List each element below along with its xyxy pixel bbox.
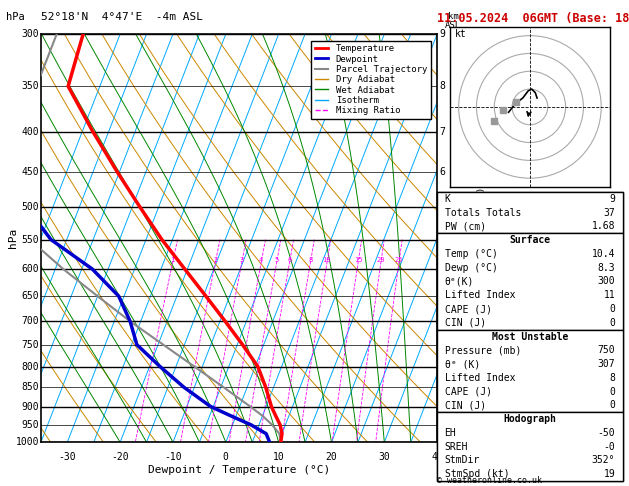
Text: 10.4: 10.4	[592, 249, 615, 259]
FancyBboxPatch shape	[437, 412, 623, 481]
Text: 8: 8	[308, 258, 313, 263]
Text: Dewpoint / Temperature (°C): Dewpoint / Temperature (°C)	[148, 465, 330, 475]
Text: 307: 307	[598, 359, 615, 369]
Text: Mixing Ratio (g/kg): Mixing Ratio (g/kg)	[477, 187, 486, 289]
Text: 1.68: 1.68	[592, 222, 615, 231]
Text: hPa: hPa	[8, 228, 18, 248]
Text: 4: 4	[259, 258, 263, 263]
Text: 0: 0	[610, 387, 615, 397]
Text: 750: 750	[598, 346, 615, 355]
Text: 800: 800	[21, 362, 39, 372]
Text: 15: 15	[353, 258, 362, 263]
Text: 850: 850	[21, 382, 39, 392]
Text: 1: 1	[170, 258, 175, 263]
Text: 2: 2	[439, 362, 445, 372]
Text: PW (cm): PW (cm)	[445, 222, 486, 231]
Text: 8: 8	[610, 373, 615, 383]
Text: 300: 300	[598, 277, 615, 286]
Text: 10: 10	[273, 452, 284, 463]
Text: Temp (°C): Temp (°C)	[445, 249, 498, 259]
Text: CIN (J): CIN (J)	[445, 318, 486, 328]
Text: 400: 400	[21, 126, 39, 137]
Text: 550: 550	[21, 235, 39, 244]
Text: 8.3: 8.3	[598, 263, 615, 273]
Text: 0: 0	[223, 452, 229, 463]
Legend: Temperature, Dewpoint, Parcel Trajectory, Dry Adiabat, Wet Adiabat, Isotherm, Mi: Temperature, Dewpoint, Parcel Trajectory…	[311, 40, 431, 119]
Text: 20: 20	[326, 452, 337, 463]
Text: -50: -50	[598, 428, 615, 438]
Text: 700: 700	[21, 316, 39, 326]
Text: Lifted Index: Lifted Index	[445, 290, 515, 300]
Text: 600: 600	[21, 264, 39, 274]
Text: SREH: SREH	[445, 442, 468, 451]
Text: 9: 9	[439, 29, 445, 39]
Text: -10: -10	[164, 452, 182, 463]
Text: -0: -0	[604, 442, 615, 451]
Text: 40: 40	[431, 452, 443, 463]
Text: 7: 7	[439, 126, 445, 137]
Text: θᵉ (K): θᵉ (K)	[445, 359, 480, 369]
Text: 19: 19	[604, 469, 615, 479]
Text: 500: 500	[21, 202, 39, 212]
Text: StmSpd (kt): StmSpd (kt)	[445, 469, 509, 479]
Text: 0: 0	[610, 304, 615, 314]
Text: Dewp (°C): Dewp (°C)	[445, 263, 498, 273]
Text: CAPE (J): CAPE (J)	[445, 387, 492, 397]
Text: 6: 6	[439, 167, 445, 176]
Text: 352°: 352°	[592, 455, 615, 466]
Text: 0: 0	[610, 318, 615, 328]
Text: 4: 4	[439, 264, 445, 274]
FancyBboxPatch shape	[437, 233, 623, 330]
Text: EH: EH	[445, 428, 456, 438]
Text: 300: 300	[21, 29, 39, 39]
Text: 5: 5	[274, 258, 279, 263]
Text: 25: 25	[394, 258, 403, 263]
Text: © weatheronline.co.uk: © weatheronline.co.uk	[437, 476, 542, 485]
Text: 52°18'N  4°47'E  -4m ASL: 52°18'N 4°47'E -4m ASL	[41, 12, 203, 22]
Text: 350: 350	[21, 81, 39, 91]
Text: 30: 30	[379, 452, 390, 463]
Text: 9: 9	[610, 194, 615, 204]
Text: 1000: 1000	[15, 437, 39, 447]
Text: 20: 20	[377, 258, 385, 263]
Text: km
ASL: km ASL	[445, 12, 461, 30]
Text: Most Unstable: Most Unstable	[492, 331, 568, 342]
Text: kt: kt	[455, 30, 467, 39]
Text: 450: 450	[21, 167, 39, 176]
Text: CIN (J): CIN (J)	[445, 400, 486, 410]
Text: 8: 8	[439, 81, 445, 91]
Text: 3: 3	[439, 316, 445, 326]
Text: K: K	[445, 194, 450, 204]
FancyBboxPatch shape	[437, 330, 623, 412]
Text: -20: -20	[111, 452, 129, 463]
Text: 900: 900	[21, 401, 39, 412]
Text: 2: 2	[213, 258, 217, 263]
Text: Totals Totals: Totals Totals	[445, 208, 521, 218]
Text: 1: 1	[439, 401, 445, 412]
Text: Surface: Surface	[509, 235, 550, 245]
Text: 11: 11	[604, 290, 615, 300]
Text: CAPE (J): CAPE (J)	[445, 304, 492, 314]
Text: 6: 6	[287, 258, 291, 263]
Text: Hodograph: Hodograph	[503, 414, 557, 424]
Text: 0: 0	[610, 400, 615, 410]
Text: Lifted Index: Lifted Index	[445, 373, 515, 383]
Text: 5: 5	[439, 235, 445, 244]
Text: 950: 950	[21, 420, 39, 430]
Text: 11.05.2024  06GMT (Base: 18): 11.05.2024 06GMT (Base: 18)	[437, 12, 629, 25]
Text: θᵉ(K): θᵉ(K)	[445, 277, 474, 286]
Text: Pressure (mb): Pressure (mb)	[445, 346, 521, 355]
FancyBboxPatch shape	[437, 192, 623, 233]
Text: hPa: hPa	[6, 12, 25, 22]
Text: 3: 3	[240, 258, 243, 263]
Text: 10: 10	[323, 258, 331, 263]
Text: StmDir: StmDir	[445, 455, 480, 466]
Text: 750: 750	[21, 340, 39, 350]
Text: LCL: LCL	[439, 438, 454, 447]
Text: 37: 37	[604, 208, 615, 218]
Text: 650: 650	[21, 291, 39, 301]
Text: -30: -30	[58, 452, 76, 463]
